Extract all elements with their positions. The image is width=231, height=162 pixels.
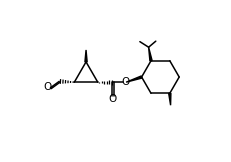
Text: O: O: [109, 94, 117, 104]
Polygon shape: [126, 76, 142, 82]
Polygon shape: [169, 93, 171, 105]
Text: O: O: [43, 82, 52, 92]
Polygon shape: [149, 47, 152, 61]
Text: O: O: [121, 77, 130, 87]
Polygon shape: [85, 50, 87, 62]
